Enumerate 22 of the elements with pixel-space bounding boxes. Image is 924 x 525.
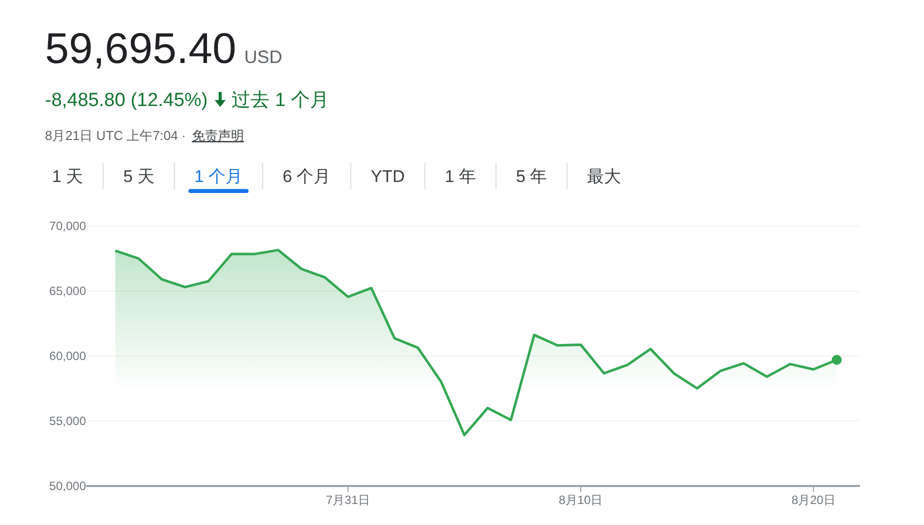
chart-subtitle: -8,485.80 (12.45%) [45, 90, 208, 111]
y-tick-label: 55,000 [49, 414, 86, 428]
y-tick-label: 70,000 [49, 219, 86, 233]
y-tick-label: 50,000 [49, 479, 86, 493]
text: 5 天 [123, 167, 154, 186]
x-tick-label: 8月20日 [791, 493, 836, 507]
x-tick-label: 8月10日 [558, 493, 603, 507]
text: 1 个月 [194, 167, 243, 186]
text: 6 个月 [282, 167, 331, 186]
y-tick-label: 60,000 [49, 349, 86, 363]
text: YTD [370, 167, 405, 186]
text: USD [244, 47, 282, 67]
chart-title: 59,695.40 [45, 25, 236, 73]
text: 免责声明 [192, 128, 244, 143]
text: 过去 1 个月 [232, 90, 329, 111]
text: 1 年 [444, 167, 476, 186]
x-tick-label: 7月31日 [326, 493, 370, 507]
text: 8月21日 UTC 上午7:04 · [45, 128, 186, 143]
text: 1 天 [52, 167, 84, 186]
y-tick-label: 65,000 [49, 284, 86, 298]
text: 5 年 [516, 167, 548, 186]
text: 最大 [587, 167, 622, 186]
